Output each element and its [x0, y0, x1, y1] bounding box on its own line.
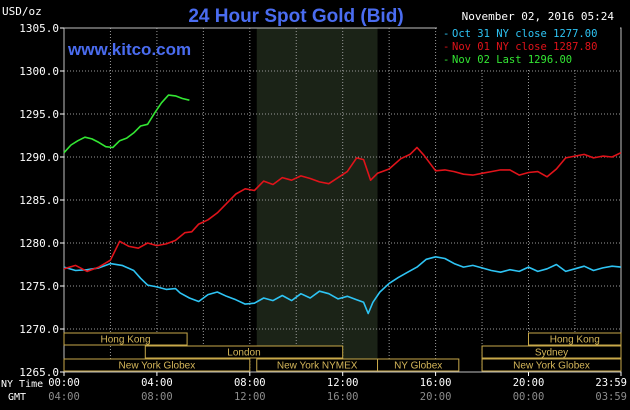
session-bar-box — [481, 358, 622, 372]
session-bar-box — [63, 332, 188, 346]
session-bar-box — [481, 345, 622, 359]
session-bar: New York Globex — [481, 358, 622, 372]
x-tick-label-ny: 00:00 — [48, 377, 80, 389]
y-tick-label: 1275.0 — [19, 280, 59, 293]
session-bar-box — [377, 358, 460, 372]
x-tick-label-gmt: 04:00 — [48, 391, 80, 403]
website-watermark: www.kitco.com — [67, 40, 191, 59]
legend-marker-nov01: - — [443, 41, 449, 53]
session-label: NY Globex — [394, 361, 442, 372]
session-bar-box — [527, 332, 622, 346]
chart-title: 24 Hour Spot Gold (Bid) — [188, 6, 403, 27]
session-label: New York NYMEX — [277, 361, 358, 372]
market-sessions: Hong Kong London New York Globex New York N… — [63, 332, 622, 372]
nymex-highlight-band — [256, 28, 378, 372]
session-bar: Hong Kong — [527, 332, 622, 346]
x-tick-label-gmt: 00:00 — [513, 391, 545, 403]
series-line-2 — [63, 94, 190, 154]
timestamp: November 02, 2016 05:24 — [462, 10, 615, 23]
x-tick-label-ny: 16:00 — [420, 377, 452, 389]
y-tick-label: 1290.0 — [19, 151, 59, 164]
session-label: New York Globex — [513, 361, 590, 372]
session-bar-box — [144, 345, 344, 359]
session-bar: Hong Kong — [63, 332, 188, 346]
legend-marker-oct31: - — [443, 28, 449, 40]
session-bar: London — [144, 345, 344, 359]
series-lines — [63, 94, 622, 315]
y-tick-label: 1285.0 — [19, 194, 59, 207]
legend-marker-nov02: - — [443, 54, 449, 66]
session-label: New York Globex — [119, 361, 196, 372]
x-tick-label-ny: 08:00 — [234, 377, 266, 389]
y-tick-label: 1295.0 — [19, 108, 59, 121]
session-bar-box — [63, 358, 251, 372]
x-tick-label-gmt: 20:00 — [420, 391, 452, 403]
y-tick-label: 1305.0 — [19, 22, 59, 35]
legend-item-oct31: Oct 31 NY close 1277.00 — [452, 28, 597, 40]
x-tick-label-ny: 23:59 — [595, 377, 627, 389]
session-bar: NY Globex — [377, 358, 460, 372]
gmt-row-label: GMT — [8, 392, 26, 403]
legend-box — [437, 26, 620, 68]
legend: Oct 31 NY close 1277.00 - Nov 01 NY clos… — [437, 26, 620, 68]
session-label: Hong Kong — [101, 335, 151, 346]
x-tick-label-gmt: 03:59 — [595, 391, 627, 403]
y-tick-label: 1265.0 — [19, 366, 59, 379]
session-bar: New York Globex — [63, 358, 251, 372]
session-label: Sydney — [535, 348, 568, 359]
x-tick-label-gmt: 08:00 — [141, 391, 173, 403]
session-bar: Sydney — [481, 345, 622, 359]
session-bar: New York NYMEX — [256, 358, 379, 372]
y-tick-label: 1280.0 — [19, 237, 59, 250]
ny-time-row-label: NY Time — [1, 379, 43, 390]
series-line-0 — [63, 255, 621, 315]
x-tick-label-gmt: 12:00 — [234, 391, 266, 403]
x-tick-label-ny: 04:00 — [141, 377, 173, 389]
y-unit-label: USD/oz — [2, 5, 42, 18]
legend-item-nov01: Nov 01 NY close 1287.80 — [452, 41, 597, 53]
y-axis: 1265.0 1270.0 1275.0 1280.0 1285.0 1290.0 1295… — [19, 22, 64, 379]
y-tick-label: 1270.0 — [19, 323, 59, 336]
x-tick-label-ny: 20:00 — [513, 377, 545, 389]
x-axis: 00:00 04:00 04:00 08:00 08:00 12:00 12:00 16:00… — [48, 372, 627, 403]
x-tick-label-gmt: 16:00 — [327, 391, 359, 403]
session-label: Hong Kong — [550, 335, 600, 346]
legend-item-nov02: Nov 02 Last 1296.00 — [452, 54, 572, 66]
x-tick-label-ny: 12:00 — [327, 377, 359, 389]
series-line-1 — [63, 146, 622, 273]
session-label: London — [227, 348, 260, 359]
y-tick-label: 1300.0 — [19, 65, 59, 78]
